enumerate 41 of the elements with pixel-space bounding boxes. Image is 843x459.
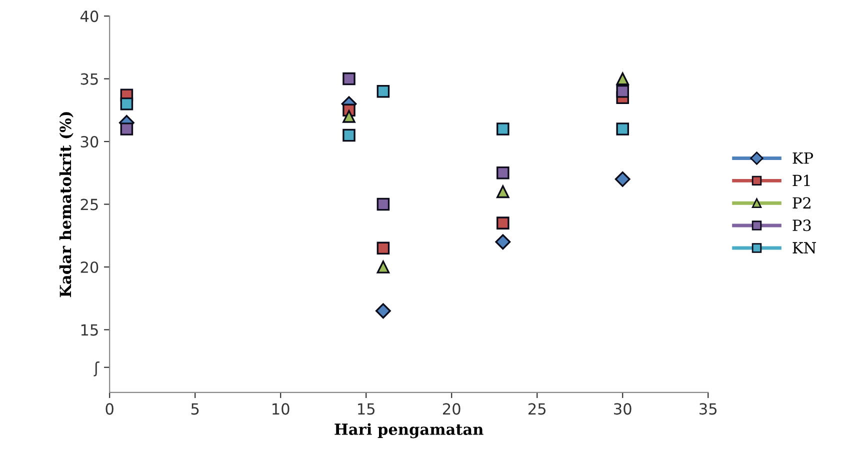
x-tick-label: 5 <box>191 403 199 415</box>
point <box>616 84 630 98</box>
point <box>376 198 390 211</box>
x-tick-label: 15 <box>358 403 374 415</box>
y-tick-label: 30 <box>80 136 98 148</box>
point <box>342 128 356 142</box>
point <box>496 216 510 230</box>
point <box>120 122 134 136</box>
y-tick-label: 20 <box>80 261 98 274</box>
point <box>495 234 511 250</box>
point <box>496 166 510 180</box>
x-tick-label: 30 <box>614 403 632 415</box>
point <box>376 260 390 274</box>
y-tick-label: 25 <box>80 198 98 210</box>
y-tick-label: ʃ <box>94 362 100 376</box>
x-axis-title: Hari pengamatan <box>334 423 484 438</box>
legend-label: P3 <box>792 220 811 232</box>
x-tick-label: 0 <box>106 403 114 415</box>
point <box>376 84 390 98</box>
y-tick-label: 40 <box>80 10 98 22</box>
point <box>376 242 390 255</box>
x-tick-label: 35 <box>700 403 717 415</box>
legend-label: KN <box>792 242 816 254</box>
point <box>342 110 356 123</box>
point <box>616 122 630 136</box>
point <box>496 185 510 198</box>
x-tick-label: 20 <box>443 403 460 415</box>
x-tick-label: 10 <box>272 403 290 415</box>
point <box>342 72 356 86</box>
legend-label: KP <box>792 152 814 164</box>
x-tick-label: 25 <box>528 403 546 415</box>
legend-label: P1 <box>792 174 810 186</box>
point <box>496 122 510 136</box>
point <box>614 171 630 187</box>
point <box>375 303 391 319</box>
point <box>616 72 630 86</box>
y-tick-label: 15 <box>81 324 98 336</box>
y-tick-label: 35 <box>80 73 98 85</box>
y-axis-title: Kadar hematokrit (%) <box>59 112 74 298</box>
point <box>120 97 134 110</box>
legend-label: P2 <box>792 197 810 208</box>
